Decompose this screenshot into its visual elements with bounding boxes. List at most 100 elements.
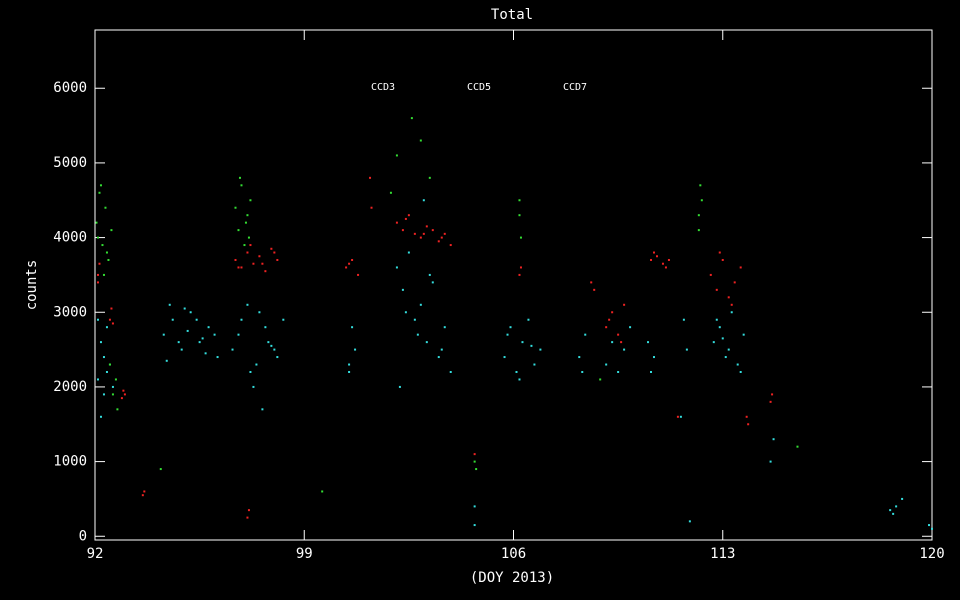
data-point	[724, 356, 727, 359]
legend-label: CCD5	[467, 82, 491, 93]
y-tick-label: 0	[79, 528, 87, 544]
data-point	[96, 236, 99, 239]
data-point	[611, 311, 614, 314]
data-point	[105, 370, 108, 373]
data-point	[111, 385, 114, 388]
data-point	[249, 244, 252, 247]
data-point	[769, 460, 772, 463]
data-point	[105, 326, 108, 329]
data-point	[736, 363, 739, 366]
data-point	[533, 363, 536, 366]
data-point	[258, 255, 261, 258]
data-point	[521, 341, 524, 344]
data-point	[345, 266, 348, 269]
data-point	[425, 225, 428, 228]
data-point	[578, 356, 581, 359]
data-point	[348, 370, 351, 373]
data-point	[425, 341, 428, 344]
data-point	[116, 408, 119, 411]
data-point	[593, 288, 596, 291]
data-point	[231, 348, 234, 351]
data-point	[351, 258, 354, 261]
data-point	[96, 273, 99, 276]
legend-label: CCD7	[563, 82, 587, 93]
data-point	[249, 199, 252, 202]
data-point	[892, 512, 895, 515]
data-point	[321, 490, 324, 493]
y-tick-label: 4000	[53, 230, 87, 246]
data-point	[449, 370, 452, 373]
data-point	[509, 326, 512, 329]
data-point	[246, 251, 249, 254]
data-point	[709, 273, 712, 276]
data-point	[895, 505, 898, 508]
data-point	[519, 236, 522, 239]
data-point	[581, 370, 584, 373]
data-point	[431, 281, 434, 284]
data-point	[742, 333, 745, 336]
data-point	[650, 370, 653, 373]
data-point	[247, 236, 250, 239]
data-point	[530, 344, 533, 347]
data-point	[661, 262, 664, 265]
data-point	[96, 318, 99, 321]
data-point	[473, 524, 476, 527]
data-point	[99, 415, 102, 418]
data-point	[354, 348, 357, 351]
data-point	[98, 262, 101, 265]
data-point	[261, 262, 264, 265]
data-point	[769, 400, 772, 403]
data-point	[102, 393, 105, 396]
data-point	[428, 176, 431, 179]
x-tick-label: 113	[710, 546, 735, 562]
data-point	[101, 244, 104, 247]
data-point	[608, 318, 611, 321]
data-point	[440, 236, 443, 239]
data-point	[605, 326, 608, 329]
data-point	[273, 348, 276, 351]
data-point	[261, 408, 264, 411]
data-point	[605, 363, 608, 366]
data-point	[623, 348, 626, 351]
data-point	[700, 199, 703, 202]
data-point	[143, 490, 146, 493]
data-point	[348, 363, 351, 366]
x-axis-label: (DOY 2013)	[470, 570, 554, 586]
data-point	[620, 341, 623, 344]
data-point	[449, 244, 452, 247]
data-point	[186, 329, 189, 332]
data-point	[419, 139, 422, 142]
data-point	[718, 326, 721, 329]
data-point	[475, 468, 478, 471]
data-point	[721, 337, 724, 340]
data-point	[234, 258, 237, 261]
data-point	[348, 262, 351, 265]
data-point	[715, 288, 718, 291]
data-point	[389, 191, 392, 194]
data-point	[273, 251, 276, 254]
data-point	[431, 229, 434, 232]
data-point	[237, 229, 240, 232]
data-point	[688, 520, 691, 523]
data-point	[99, 341, 102, 344]
data-point	[234, 206, 237, 209]
data-point	[584, 333, 587, 336]
data-point	[255, 363, 258, 366]
data-point	[747, 423, 750, 426]
data-point	[727, 296, 730, 299]
y-tick-label: 2000	[53, 379, 87, 395]
data-point	[655, 255, 658, 258]
data-point	[213, 333, 216, 336]
y-tick-label: 1000	[53, 454, 87, 470]
data-point	[422, 232, 425, 235]
data-point	[730, 311, 733, 314]
data-point	[685, 348, 688, 351]
data-point	[168, 303, 171, 306]
data-point	[473, 505, 476, 508]
data-point	[240, 318, 243, 321]
data-point	[395, 154, 398, 157]
data-point	[697, 214, 700, 217]
data-point	[110, 229, 113, 232]
data-point	[652, 251, 655, 254]
